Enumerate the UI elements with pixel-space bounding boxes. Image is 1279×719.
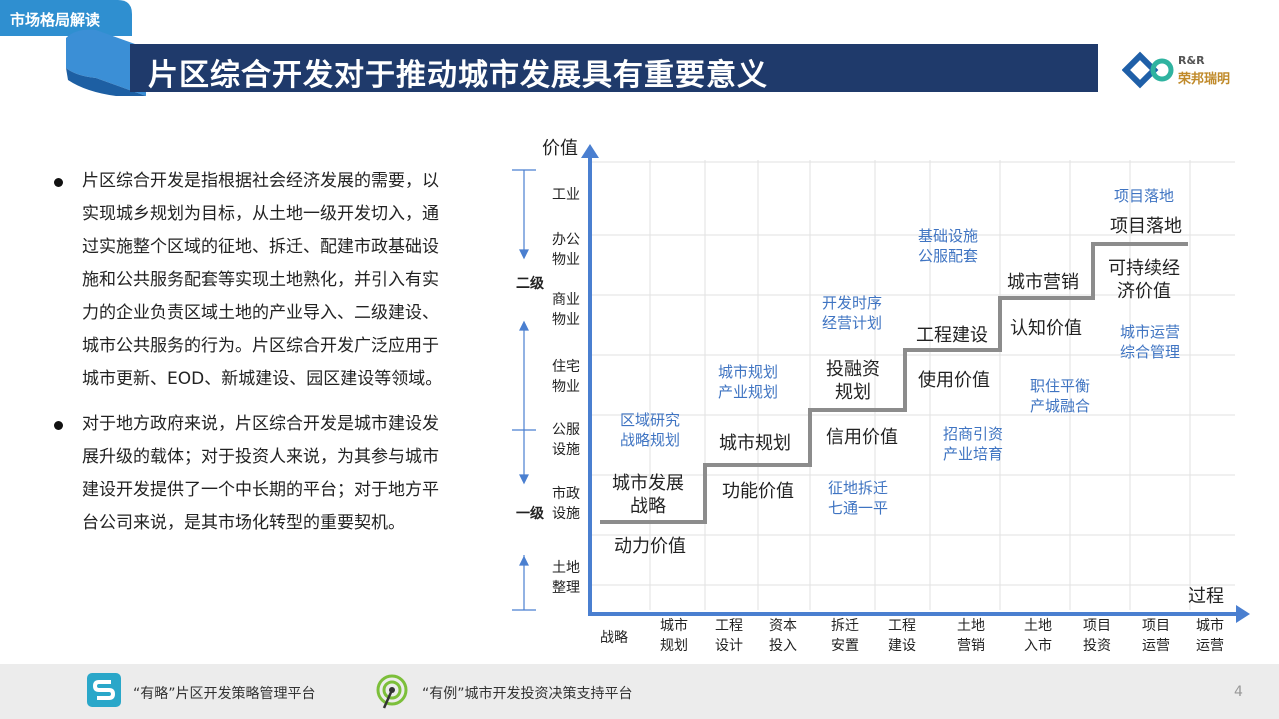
footer-bar xyxy=(0,664,1279,719)
x-label: 城市 规划 xyxy=(660,618,688,654)
step-note: 城市规划 产业规划 xyxy=(718,363,779,401)
logo-text-rr: R&R xyxy=(1178,54,1205,67)
bullet-text: 对于地方政府来说，片区综合开发是城市建设发展升级的载体；对于投资人来说，为其参与… xyxy=(82,414,439,533)
step-note: 区域研究 战略规划 xyxy=(620,411,681,449)
y-label: 住宅 物业 xyxy=(552,359,580,395)
step-above-label: 工程建设 xyxy=(916,325,988,346)
footer-platform-2: “有例”城市开发投资决策支持平台 xyxy=(422,686,633,702)
axes xyxy=(581,144,1250,623)
grid-lines xyxy=(590,160,1235,610)
logo-text-cn: 荣邦瑞明 xyxy=(1178,72,1231,87)
title-bar xyxy=(130,44,1098,92)
extra-note: 招商引资 产业培育 xyxy=(943,425,1004,463)
strategy-platform-icon xyxy=(87,673,121,707)
decision-platform-icon xyxy=(376,674,408,709)
bullet-text: 片区综合开发是指根据社会经济发展的需要，以实现城乡规划为目标，从土地一级开发切入… xyxy=(82,171,443,389)
step-below-label: 动力价值 xyxy=(614,536,686,557)
step-note: 基础设施 公服配套 xyxy=(918,227,979,265)
x-label: 项目 投资 xyxy=(1083,618,1111,654)
bullet-item: 对于地方政府来说，片区综合开发是城市建设发展升级的载体；对于投资人来说，为其参与… xyxy=(52,408,452,540)
x-label: 项目 运营 xyxy=(1142,618,1170,654)
bullet-dot xyxy=(54,421,63,430)
value-staircase xyxy=(600,242,1188,524)
extra-note: 城市运营 综合管理 xyxy=(1120,323,1181,361)
x-label: 战略 xyxy=(600,630,628,646)
section-tag-shape xyxy=(0,0,132,36)
level-label-upper: 二级 xyxy=(516,276,544,292)
step-below-label: 使用价值 xyxy=(918,370,990,391)
step-below-label: 功能价值 xyxy=(722,481,794,502)
y-label: 公服 设施 xyxy=(552,422,580,458)
bullet-item: 片区综合开发是指根据社会经济发展的需要，以实现城乡规划为目标，从土地一级开发切入… xyxy=(52,165,452,396)
step-above-label: 项目落地 xyxy=(1110,216,1182,237)
step-below-label: 可持续经 济价值 xyxy=(1108,258,1180,302)
y-axis-title: 价值 xyxy=(542,138,578,159)
page-title: 片区综合开发对于推动城市发展具有重要意义 xyxy=(148,58,768,93)
y-label: 工业 xyxy=(552,187,580,203)
level-brackets xyxy=(512,169,536,611)
bullet-list: 片区综合开发是指根据社会经济发展的需要，以实现城乡规划为目标，从土地一级开发切入… xyxy=(52,165,452,552)
bullet-dot xyxy=(54,178,63,187)
title-ribbon-decoration xyxy=(66,29,146,96)
diagram-graphics xyxy=(512,144,1250,623)
y-label: 商业 物业 xyxy=(552,292,580,328)
y-label: 市政 设施 xyxy=(552,486,580,522)
page-number: 4 xyxy=(1234,684,1243,700)
x-axis-title: 过程 xyxy=(1188,586,1224,607)
section-tag: 市场格局解读 xyxy=(10,11,101,29)
extra-note: 职住平衡 产城融合 xyxy=(1030,377,1091,415)
footer-platform-1: “有略”片区开发策略管理平台 xyxy=(133,686,316,702)
y-label: 办公 物业 xyxy=(552,232,580,268)
step-above-label: 城市发展 战略 xyxy=(612,473,684,517)
x-label: 城市 运营 xyxy=(1196,618,1224,654)
y-label: 土地 整理 xyxy=(552,560,580,596)
step-note: 开发时序 经营计划 xyxy=(822,294,883,332)
x-label: 资本 投入 xyxy=(769,618,797,654)
x-label: 土地 营销 xyxy=(957,618,985,654)
step-below-label: 信用价值 xyxy=(826,427,898,448)
value-process-diagram: 价值 过程 二级 一级 工业 办公 物业 商业 物业 住宅 物业 公服 设施 市… xyxy=(500,130,1260,660)
x-label: 工程 设计 xyxy=(715,618,743,654)
extra-note: 征地拆迁 七通一平 xyxy=(828,479,889,517)
x-label: 工程 建设 xyxy=(888,618,916,654)
company-logo xyxy=(1122,51,1174,89)
x-label: 土地 入市 xyxy=(1024,618,1052,654)
step-above-label: 城市规划 xyxy=(719,433,791,454)
level-label-lower: 一级 xyxy=(516,506,544,522)
step-note: 项目落地 xyxy=(1114,187,1175,205)
step-above-label: 城市营销 xyxy=(1007,272,1079,293)
x-label: 拆迁 安置 xyxy=(831,618,859,654)
step-above-label: 投融资 规划 xyxy=(826,359,880,403)
step-below-label: 认知价值 xyxy=(1010,318,1082,339)
